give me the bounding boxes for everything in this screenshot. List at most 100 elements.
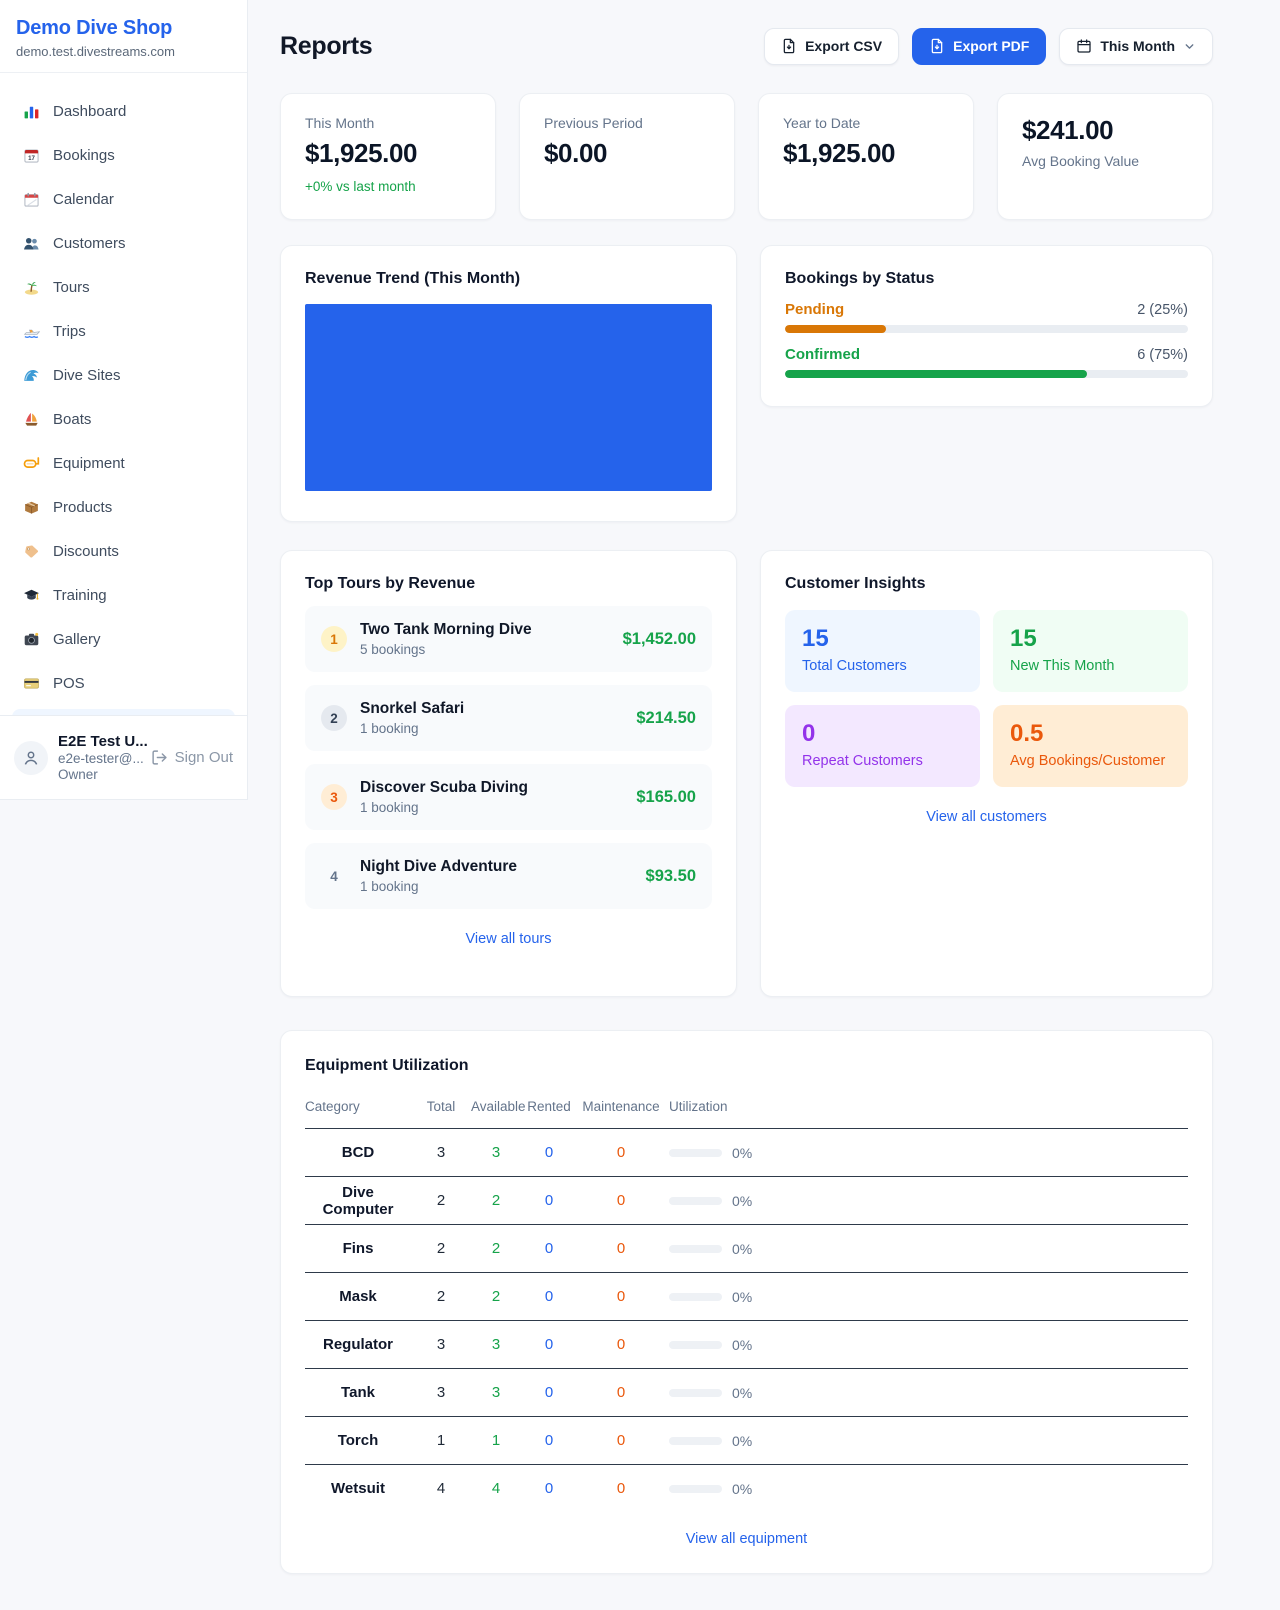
utilization-bar-track bbox=[669, 1148, 722, 1157]
view-all-customers-link[interactable]: View all customers bbox=[926, 809, 1047, 825]
stat-label: This Month bbox=[305, 115, 375, 131]
period-label: This Month bbox=[1100, 38, 1175, 54]
main-content: Reports Export CSV Export PDF This Month… bbox=[248, 0, 1280, 1574]
tile-avg-bookings-per-customer: 0.5 Avg Bookings/Customer bbox=[993, 705, 1188, 787]
status-bar-track bbox=[785, 325, 1188, 333]
insight-tiles: 15 Total Customers 15 New This Month 0 R… bbox=[785, 610, 1188, 787]
stat-label: Avg Booking Value bbox=[1022, 153, 1140, 169]
user-name: E2E Test U... bbox=[58, 733, 148, 750]
tour-bookings: 1 booking bbox=[360, 721, 419, 736]
tile-value: 15 bbox=[1010, 625, 1037, 652]
tour-name: Snorkel Safari bbox=[360, 700, 465, 717]
header-actions: Export CSV Export PDF This Month bbox=[764, 27, 1213, 65]
rank-badge: 2 bbox=[321, 705, 347, 731]
sidebar-item-training[interactable]: Training bbox=[12, 577, 235, 613]
table-row: Mask 2 2 0 0 0% bbox=[305, 1272, 1188, 1321]
utilization-cell: 0% bbox=[665, 1241, 1188, 1257]
revenue-trend-title: Revenue Trend (This Month) bbox=[305, 270, 521, 287]
tile-label: New This Month bbox=[1010, 658, 1115, 674]
status-count-pending: 2 (25%) bbox=[1137, 302, 1188, 318]
column-header-total: Total bbox=[426, 1099, 456, 1114]
user-role: Owner bbox=[58, 767, 98, 782]
period-dropdown[interactable]: This Month bbox=[1059, 27, 1213, 65]
utilization-cell: 0% bbox=[665, 1337, 1188, 1353]
credit-card-icon bbox=[22, 674, 40, 692]
sidebar-item-gallery[interactable]: Gallery bbox=[12, 621, 235, 657]
stat-value: $0.00 bbox=[544, 138, 608, 168]
sidebar-item-dive-sites[interactable]: Dive Sites bbox=[12, 357, 235, 393]
tile-label: Total Customers bbox=[802, 658, 907, 674]
utilization-bar-track bbox=[669, 1244, 722, 1253]
bookings-by-status-title: Bookings by Status bbox=[785, 270, 935, 287]
tile-value: 15 bbox=[802, 625, 829, 652]
tour-name: Two Tank Morning Dive bbox=[360, 621, 532, 638]
sidebar-item-pos[interactable]: POS bbox=[12, 665, 235, 701]
table-row: Regulator 3 3 0 0 0% bbox=[305, 1320, 1188, 1369]
file-download-icon bbox=[931, 38, 943, 54]
utilization-bar-track bbox=[669, 1388, 722, 1397]
tour-row: 3 Discover Scuba Diving 1 booking $165.0… bbox=[305, 764, 712, 830]
tile-label: Avg Bookings/Customer bbox=[1010, 753, 1166, 769]
shop-domain: demo.test.divestreams.com bbox=[16, 44, 175, 59]
tour-revenue: $165.00 bbox=[636, 787, 696, 806]
spiral-calendar-icon bbox=[22, 190, 40, 208]
export-csv-label: Export CSV bbox=[805, 38, 883, 54]
sidebar-item-discounts[interactable]: Discounts bbox=[12, 533, 235, 569]
calendar-date-icon: 17 bbox=[22, 146, 40, 164]
sidebar-item-bookings[interactable]: 17 Bookings bbox=[12, 137, 235, 173]
stat-card-previous-period: Previous Period $0.00 bbox=[519, 93, 735, 220]
wave-icon bbox=[22, 366, 40, 384]
stat-delta: +0% vs last month bbox=[305, 179, 416, 194]
tile-repeat-customers: 0 Repeat Customers bbox=[785, 705, 980, 787]
table-row: Dive Computer 2 2 0 0 0% bbox=[305, 1176, 1188, 1225]
shop-header: Demo Dive Shop demo.test.divestreams.com bbox=[0, 0, 247, 73]
sidebar-item-calendar[interactable]: Calendar bbox=[12, 181, 235, 217]
bookings-by-status-card: Bookings by Status Pending 2 (25%) Confi… bbox=[760, 245, 1213, 407]
view-all-tours-link[interactable]: View all tours bbox=[465, 931, 552, 947]
equipment-header-row: Category Total Available Rented Maintena… bbox=[305, 1089, 1188, 1129]
export-pdf-button[interactable]: Export PDF bbox=[912, 27, 1047, 65]
sign-out-label: Sign Out bbox=[174, 749, 233, 766]
stat-card-this-month: This Month $1,925.00 +0% vs last month bbox=[280, 93, 496, 220]
sidebar-item-tours[interactable]: Tours bbox=[12, 269, 235, 305]
status-bar-fill-pending bbox=[785, 325, 886, 333]
tile-new-this-month: 15 New This Month bbox=[993, 610, 1188, 692]
tour-name: Discover Scuba Diving bbox=[360, 779, 528, 796]
file-download-icon bbox=[783, 38, 795, 54]
utilization-cell: 0% bbox=[665, 1481, 1188, 1497]
utilization-bar-track bbox=[669, 1196, 722, 1205]
sign-out-button[interactable]: Sign Out bbox=[151, 749, 233, 766]
insights-row: Top Tours by Revenue 1 Two Tank Morning … bbox=[280, 550, 1213, 997]
utilization-bar-track bbox=[669, 1484, 722, 1493]
column-header-category: Category bbox=[305, 1099, 360, 1114]
sidebar-item-trips[interactable]: Trips bbox=[12, 313, 235, 349]
people-icon bbox=[22, 234, 40, 252]
sidebar-item-products[interactable]: Products bbox=[12, 489, 235, 525]
customer-insights-card: Customer Insights 15 Total Customers 15 … bbox=[760, 550, 1213, 997]
user-icon bbox=[24, 751, 38, 765]
tour-name: Night Dive Adventure bbox=[360, 858, 518, 875]
user-meta: E2E Test U... e2e-tester@... Owner bbox=[58, 733, 148, 782]
page-title: Reports bbox=[280, 31, 373, 60]
sidebar-item-equipment[interactable]: Equipment bbox=[12, 445, 235, 481]
chevron-down-icon bbox=[1185, 43, 1194, 49]
speedboat-icon bbox=[22, 322, 40, 340]
view-all-equipment-link[interactable]: View all equipment bbox=[685, 1530, 808, 1547]
charts-row: Revenue Trend (This Month) Bookings by S… bbox=[280, 245, 1213, 522]
status-count-confirmed: 6 (75%) bbox=[1137, 347, 1188, 363]
sidebar-item-boats[interactable]: Boats bbox=[12, 401, 235, 437]
tile-total-customers: 15 Total Customers bbox=[785, 610, 980, 692]
sidebar-item-dashboard[interactable]: Dashboard bbox=[12, 93, 235, 129]
camera-icon bbox=[22, 630, 40, 648]
status-bar-fill-confirmed bbox=[785, 370, 1088, 378]
status-bar-track bbox=[785, 370, 1188, 378]
stat-label: Year to Date bbox=[783, 115, 861, 131]
status-label-pending: Pending bbox=[785, 301, 845, 318]
graduation-cap-icon bbox=[22, 586, 40, 604]
sailboat-icon bbox=[22, 410, 40, 428]
revenue-trend-card: Revenue Trend (This Month) bbox=[280, 245, 737, 522]
export-csv-button[interactable]: Export CSV bbox=[764, 27, 900, 65]
status-row-pending: Pending 2 (25%) bbox=[785, 301, 1188, 333]
sidebar-item-customers[interactable]: Customers bbox=[12, 225, 235, 261]
utilization-cell: 0% bbox=[665, 1145, 1188, 1161]
